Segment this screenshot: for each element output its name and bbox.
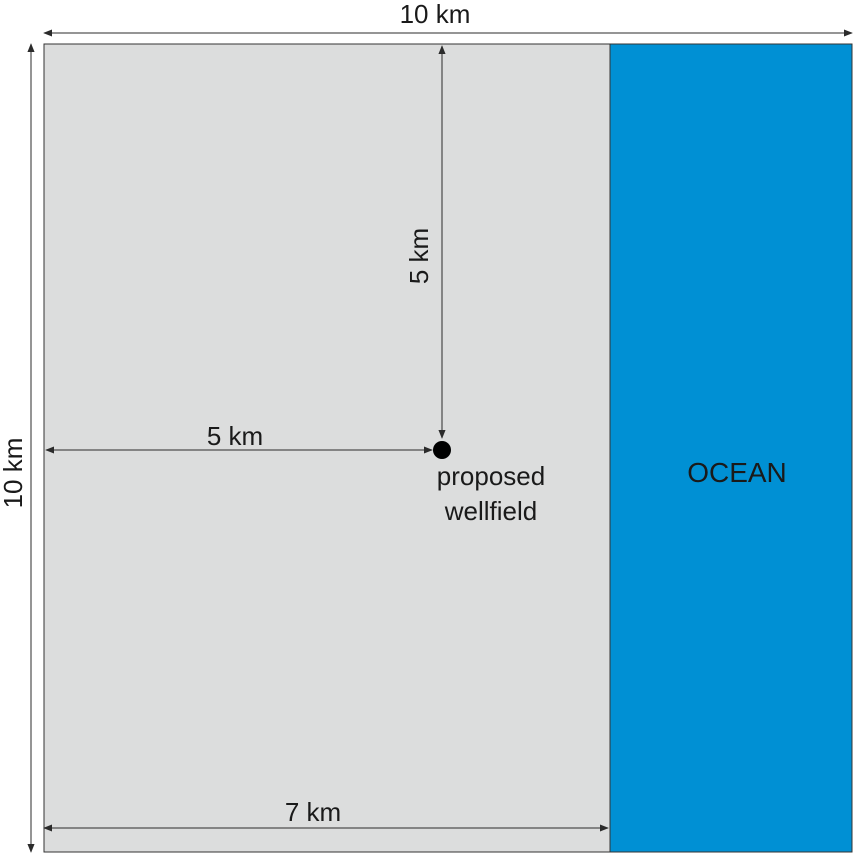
wellfield-label-line1: proposed <box>437 461 545 491</box>
left-dimension-label: 10 km <box>0 438 28 509</box>
ocean-label: OCEAN <box>687 457 787 488</box>
wellfield-label-line2: wellfield <box>444 496 538 526</box>
land-width-label: 7 km <box>285 797 341 827</box>
wellfield-marker <box>433 441 451 459</box>
ocean-area <box>610 44 852 852</box>
vertical-distance-label: 5 km <box>404 228 434 284</box>
land-area <box>44 44 610 852</box>
top-dimension-label: 10 km <box>400 0 471 29</box>
domain-outline <box>43 43 853 853</box>
horizontal-distance-label: 5 km <box>207 421 263 451</box>
